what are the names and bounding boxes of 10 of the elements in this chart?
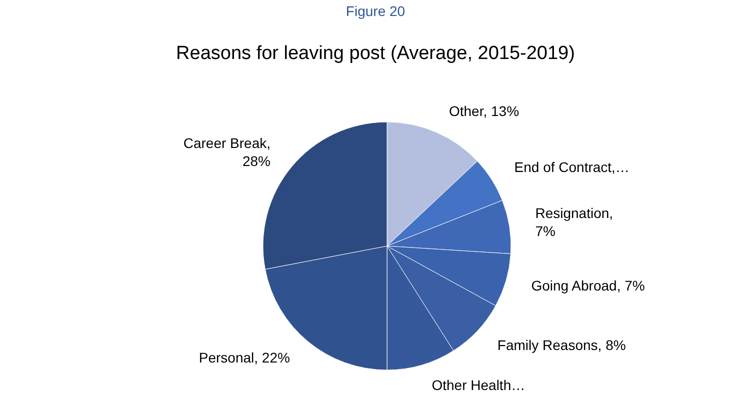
slice-label: Going Abroad, 7% — [531, 278, 645, 294]
slice-label: Other Health… — [432, 377, 526, 394]
slice-label: Career Break, 28% — [183, 134, 271, 169]
slice-label: Personal, 22% — [198, 349, 290, 366]
slice-label: Resignation, 7% — [535, 205, 614, 240]
chart-title: Reasons for leaving post (Average, 2015-2019) — [176, 43, 575, 64]
slice-label: Other, 13% — [448, 103, 520, 120]
slice-label: End of Contract,… — [514, 158, 630, 175]
caption: Figure 20 — [346, 3, 406, 19]
slice-label: Family Reasons, 8% — [497, 336, 626, 353]
